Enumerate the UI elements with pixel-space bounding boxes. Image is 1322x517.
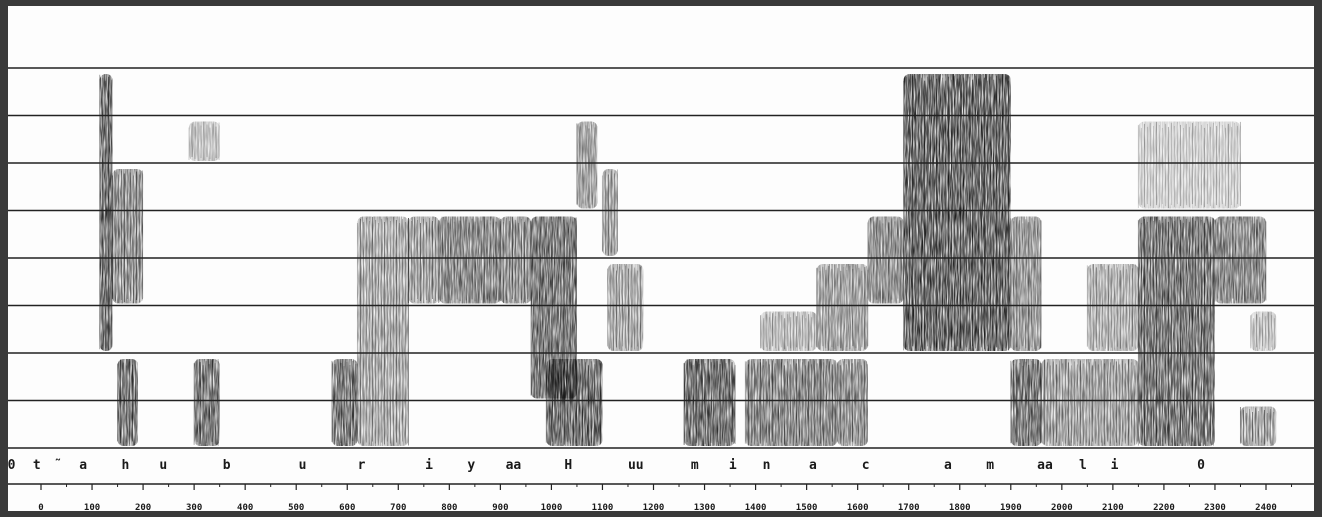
x-tick-label: 1600	[847, 503, 869, 511]
segment-label: h	[121, 458, 129, 473]
x-tick-label: 1800	[949, 503, 971, 511]
x-tick-label: 800	[441, 503, 457, 511]
segment-label: 0	[8, 458, 16, 473]
segment-label: a	[944, 458, 952, 473]
segment-label: u	[299, 458, 307, 473]
segment-label: t	[33, 458, 41, 473]
energy-region	[111, 169, 144, 304]
segment-label: uu	[628, 458, 644, 473]
segment-label: m	[986, 458, 994, 473]
x-tick-label: 1500	[796, 503, 818, 511]
energy-region	[99, 74, 113, 351]
segment-label: a	[809, 458, 817, 473]
x-tick-label: 1900	[1000, 503, 1022, 511]
energy-region	[903, 74, 1011, 351]
x-tick-label: 500	[288, 503, 304, 511]
x-tick-label: 2400	[1255, 503, 1277, 511]
energy-region	[1086, 264, 1139, 351]
energy-region	[1214, 216, 1267, 304]
x-tick-label: 2200	[1153, 503, 1175, 511]
segment-label: u	[159, 458, 167, 473]
segment-label: n	[763, 458, 771, 473]
x-tick-label: 900	[492, 503, 508, 511]
x-tick-label: 1400	[745, 503, 767, 511]
energy-region	[601, 169, 618, 256]
x-tick-label: 600	[339, 503, 355, 511]
energy-region	[1250, 311, 1277, 351]
x-tick-label: 2300	[1204, 503, 1226, 511]
segment-label: ˜	[54, 458, 62, 473]
energy-region	[1137, 121, 1241, 209]
x-tick-label: 2100	[1102, 503, 1124, 511]
energy-region	[816, 264, 869, 351]
energy-region	[1040, 359, 1139, 446]
segment-label: i	[1111, 458, 1119, 473]
energy-region	[576, 121, 598, 209]
energy-region	[499, 216, 531, 304]
x-tick-label: 1100	[592, 503, 614, 511]
energy-region	[683, 359, 736, 446]
segment-label: a	[79, 458, 87, 473]
time-axis: 0 100 200 300 400 500 600 700 800 900 1000 1100 1200…	[8, 483, 1314, 511]
energy-region	[331, 359, 358, 446]
energy-region	[607, 264, 644, 351]
segment-label: aa	[506, 458, 522, 473]
x-tick-label: 0	[38, 503, 43, 511]
x-tick-label: 300	[186, 503, 202, 511]
energy-region	[760, 311, 817, 351]
energy-region	[545, 359, 603, 446]
segment-label: i	[729, 458, 737, 473]
x-tick-label: 1200	[643, 503, 665, 511]
segment-label: H	[564, 458, 572, 473]
x-tick-label: 2000	[1051, 503, 1073, 511]
x-tick-label: 1700	[898, 503, 920, 511]
energy-region	[1010, 216, 1042, 351]
frequency-gridlines	[8, 67, 1314, 449]
segment-label: i	[425, 458, 433, 473]
segment-label: m	[691, 458, 699, 473]
x-tick-label: 700	[390, 503, 406, 511]
x-tick-label: 1000	[541, 503, 563, 511]
energy-region	[438, 216, 501, 304]
spectral-energy-layer	[99, 74, 1277, 446]
energy-region	[1010, 359, 1042, 446]
x-tick-label: 400	[237, 503, 253, 511]
energy-region	[117, 359, 138, 446]
energy-region	[744, 359, 838, 446]
energy-region	[356, 216, 409, 446]
segment-label: b	[223, 458, 231, 473]
x-tick-label: 200	[135, 503, 151, 511]
energy-region	[1239, 406, 1277, 446]
energy-region	[836, 359, 868, 446]
energy-region	[1137, 216, 1215, 446]
segment-label: y	[467, 458, 475, 473]
x-tick-label: 1300	[694, 503, 716, 511]
segment-label: 0	[1197, 458, 1205, 473]
segment-label: aa	[1037, 458, 1053, 473]
energy-region	[408, 216, 440, 304]
energy-region	[188, 121, 220, 161]
segment-label: c	[862, 458, 870, 473]
energy-region	[867, 216, 904, 304]
segment-label: l	[1079, 458, 1087, 473]
energy-region	[193, 359, 220, 446]
segment-label: r	[358, 458, 366, 473]
x-tick-label: 100	[84, 503, 100, 511]
